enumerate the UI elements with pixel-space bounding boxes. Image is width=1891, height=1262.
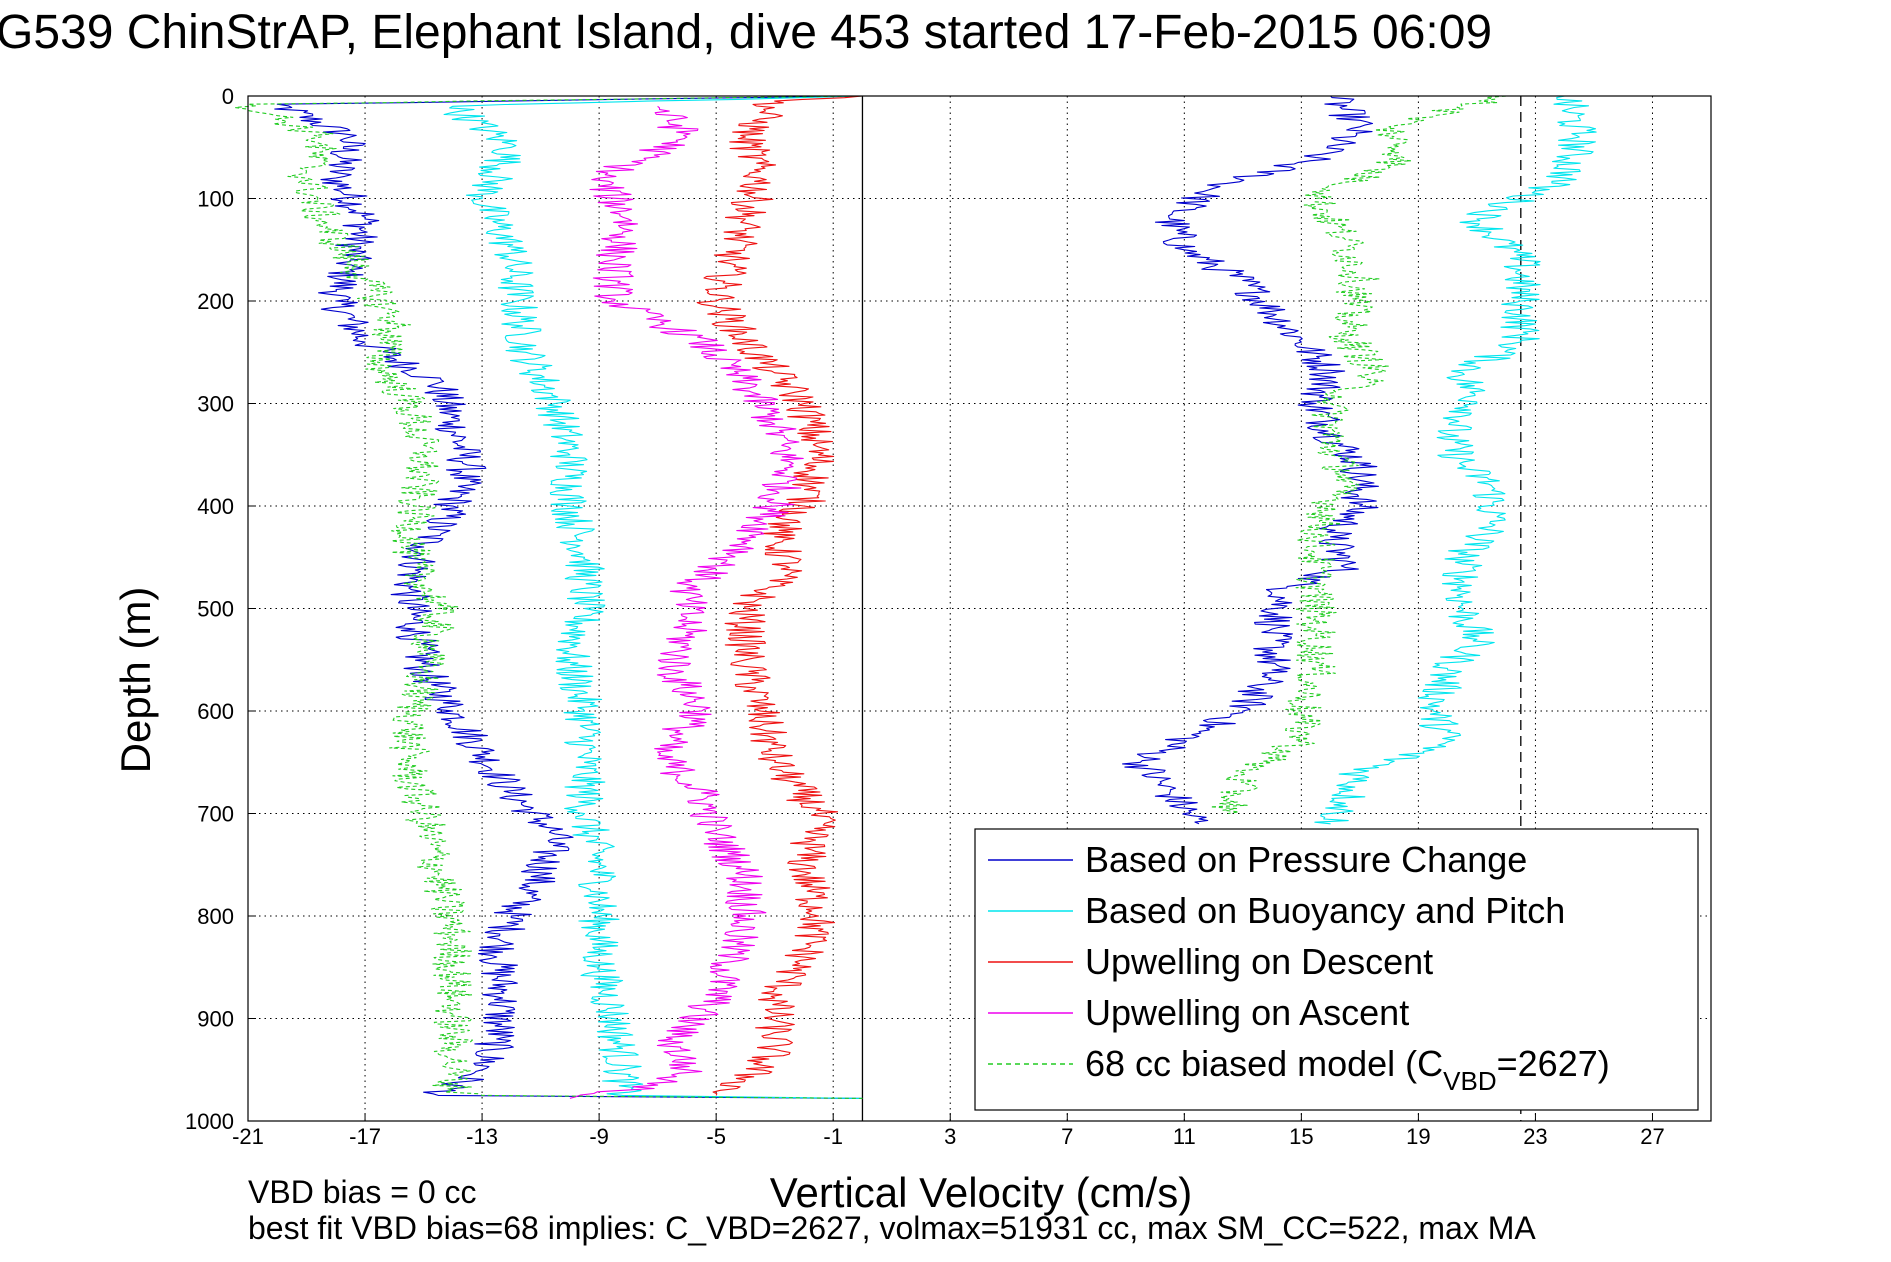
- x-tick-label: -1: [823, 1124, 843, 1149]
- y-tick-label: 100: [197, 187, 234, 212]
- legend-label-tail: =2627): [1497, 1043, 1610, 1084]
- x-tick-label: -13: [466, 1124, 498, 1149]
- x-tick-label: -9: [589, 1124, 609, 1149]
- legend-label: Upwelling on Descent: [1085, 941, 1433, 982]
- x-axis-label: Vertical Velocity (cm/s): [770, 1169, 1192, 1216]
- axes: [247, 95, 1712, 1122]
- x-tick-label: 3: [944, 1124, 956, 1149]
- series-line-5-ascent: [569, 105, 804, 1099]
- legend-label: 68 cc biased model (CVBD=2627): [1085, 1043, 1610, 1096]
- x-tick-label: 27: [1640, 1124, 1664, 1149]
- y-tick-label: 300: [197, 392, 234, 417]
- legend-entries: Based on Pressure Change Based on Buoyanc…: [988, 839, 1610, 1096]
- legend-label-subscript: VBD: [1443, 1066, 1496, 1096]
- y-tick-label: 600: [197, 699, 234, 724]
- legend-label: Based on Buoyancy and Pitch: [1085, 890, 1565, 931]
- annotation-vbd-bias: VBD bias = 0 cc: [248, 1174, 477, 1210]
- x-tick-label: 19: [1406, 1124, 1430, 1149]
- y-tick-label: 800: [197, 904, 234, 929]
- y-tick-label: 200: [197, 289, 234, 314]
- legend-label: Based on Pressure Change: [1085, 839, 1527, 880]
- y-tick-label: 500: [197, 597, 234, 622]
- y-tick-label: 700: [197, 802, 234, 827]
- y-tick-label: 400: [197, 494, 234, 519]
- series-line-2-descent: [443, 95, 863, 1099]
- x-tick-label: -21: [232, 1124, 264, 1149]
- annotation-best-fit: best fit VBD bias=68 implies: C_VBD=2627…: [248, 1210, 1536, 1246]
- series-line-4-descent: [696, 95, 863, 1096]
- data-series: [234, 95, 1597, 1099]
- legend-box: [974, 828, 1699, 1111]
- x-tick-label: -17: [349, 1124, 381, 1149]
- series-line-0-descent: [274, 95, 863, 1099]
- legend-label: Upwelling on Ascent: [1085, 992, 1409, 1033]
- series-line-3-ascent: [862, 95, 1597, 825]
- x-tick-label: 23: [1523, 1124, 1547, 1149]
- legend-label-main: 68 cc biased model (C: [1085, 1043, 1443, 1084]
- series-line-7-ascent: [862, 95, 1507, 815]
- legend: Based on Pressure Change Based on Buoyanc…: [974, 828, 1699, 1111]
- x-tick-label: 15: [1289, 1124, 1313, 1149]
- y-tick-labels: 0 100 200 300 400 500 600 700 800 900 1000: [185, 84, 234, 1134]
- series-line-1-ascent: [862, 95, 1379, 825]
- y-tick-label: 900: [197, 1007, 234, 1032]
- series-line-6-descent: [234, 95, 863, 1099]
- y-tick-label: 0: [222, 84, 234, 109]
- y-tick-label: 1000: [185, 1109, 234, 1134]
- x-tick-label: -5: [706, 1124, 726, 1149]
- x-tick-label: 7: [1061, 1124, 1073, 1149]
- y-axis-label: Depth (m): [112, 587, 159, 774]
- x-tick-label: 11: [1173, 1124, 1196, 1149]
- x-tick-labels: -21 -17 -13 -9 -5 -1 3 7 11 15 19 23 27: [232, 1124, 1665, 1149]
- chart-title: G539 ChinStrAP, Elephant Island, dive 45…: [0, 6, 1492, 59]
